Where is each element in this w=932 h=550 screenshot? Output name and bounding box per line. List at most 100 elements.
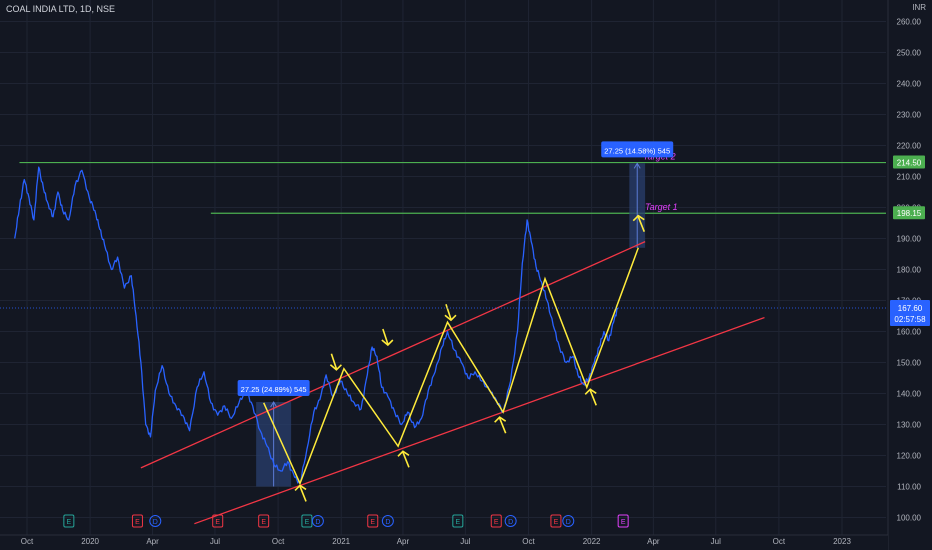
y-tick-label: 100.00 (897, 514, 922, 523)
marker-letter: E (135, 519, 140, 526)
earnings-marker: E (367, 514, 379, 528)
dividend-marker: D (504, 515, 517, 527)
x-tick-label: Oct (272, 537, 285, 546)
x-tick-label: 2023 (833, 537, 851, 546)
marker-letter: E (455, 519, 460, 526)
y-tick-label: 250.00 (897, 49, 922, 58)
measure-arrow-head (633, 162, 641, 169)
currency-label: INR (912, 3, 926, 12)
x-tick-label: Oct (773, 537, 786, 546)
marker-shape (617, 514, 629, 528)
earnings-marker: E (490, 514, 502, 528)
x-tick-label: Oct (522, 537, 535, 546)
earnings-marker: E (452, 514, 464, 528)
measure-arrow-head (270, 401, 278, 408)
earnings-marker: E (131, 514, 143, 528)
x-axis-band (0, 535, 888, 550)
x-tick-label: 2022 (583, 537, 601, 546)
y-tick-label: 120.00 (897, 452, 922, 461)
marker-shape (550, 514, 562, 528)
arrow-up-icon (294, 484, 307, 502)
marker-letter: E (494, 519, 499, 526)
x-tick-label: Jul (210, 537, 220, 546)
earnings-marker: E (63, 514, 75, 528)
marker-letter: D (508, 519, 513, 526)
marker-letter: D (315, 519, 320, 526)
y-tick-label: 240.00 (897, 80, 922, 89)
earnings-marker: E (258, 514, 270, 528)
arrow-down-icon (329, 353, 342, 371)
x-tick-label: Apr (146, 537, 159, 546)
arrow-shaft (498, 417, 507, 434)
measure-badge-text: 27.25 (14.58%) 545 (604, 146, 670, 155)
x-tick-label: 2020 (81, 537, 99, 546)
x-tick-label: Oct (21, 537, 34, 546)
dividend-marker: D (562, 515, 575, 527)
y-tick-label: 220.00 (897, 142, 922, 151)
measure-badge-bg (237, 380, 310, 397)
countdown-text: 02:57:58 (894, 315, 926, 324)
marker-letter: E (554, 519, 559, 526)
symbol-title: COAL INDIA LTD, 1D, NSE (6, 4, 116, 14)
measure-badge: 27.25 (14.58%) 545 (601, 141, 674, 158)
x-tick-label: Jul (460, 537, 470, 546)
y-tick-label: 230.00 (897, 111, 922, 120)
y-tick-label: 210.00 (897, 173, 922, 182)
y-tick-label: 110.00 (897, 483, 921, 492)
x-tick-label: Apr (647, 537, 660, 546)
marker-letter: E (261, 519, 266, 526)
dividend-marker: D (149, 515, 162, 527)
y-tick-label: 180.00 (897, 266, 922, 275)
marker-shape (490, 514, 502, 528)
arrow-up-icon (397, 450, 410, 468)
earnings-marker: E (617, 514, 629, 528)
y-axis-band (888, 0, 932, 550)
y-tick-label: 140.00 (897, 390, 922, 399)
price-line (14, 166, 619, 485)
arrow-shaft (382, 328, 389, 345)
y-tick-label: 130.00 (897, 421, 922, 430)
arrow-head (381, 339, 394, 347)
arrow-shaft (402, 452, 410, 468)
wave-path (263, 247, 640, 486)
arrow-shaft (637, 216, 645, 232)
y-tick-label: 150.00 (897, 359, 922, 368)
marker-letter: E (370, 519, 375, 526)
y-tick-label: 160.00 (897, 328, 922, 337)
marker-letter: D (385, 519, 390, 526)
current-price-badge-bg (890, 299, 930, 326)
dividend-marker: D (311, 515, 324, 527)
x-tick-label: 2021 (332, 537, 350, 546)
target-price-badge: 198.15 (893, 206, 925, 220)
measure-badge: 27.25 (24.89%) 545 (237, 380, 310, 397)
marker-letter: E (621, 519, 626, 526)
target-price-badge: 214.50 (893, 155, 925, 169)
y-tick-label: 190.00 (897, 235, 922, 244)
marker-letter: E (67, 519, 72, 526)
arrow-head (329, 364, 342, 371)
target-price-badge-bg (893, 155, 925, 169)
marker-shape (149, 515, 162, 527)
marker-shape (504, 515, 517, 527)
marker-shape (381, 515, 394, 527)
arrow-shaft (330, 353, 338, 370)
marker-shape (367, 514, 379, 528)
x-tick-label: Apr (397, 537, 410, 546)
arrow-shaft (299, 486, 307, 502)
channel-line (194, 316, 765, 525)
marker-letter: E (215, 519, 220, 526)
marker-shape (311, 515, 324, 527)
arrow-up-icon (632, 214, 645, 232)
current-price-badge: 167.60 02:57:58 (890, 299, 930, 326)
target-price-badge-bg (893, 206, 925, 220)
earnings-marker: E (212, 514, 224, 528)
measure-badge-text: 27.25 (24.89%) 545 (241, 385, 307, 394)
arrow-head (632, 214, 645, 222)
arrow-down-icon (381, 328, 394, 347)
marker-shape (258, 514, 270, 528)
grid (0, 0, 886, 535)
marker-shape (63, 514, 75, 528)
arrow-head (294, 484, 307, 491)
